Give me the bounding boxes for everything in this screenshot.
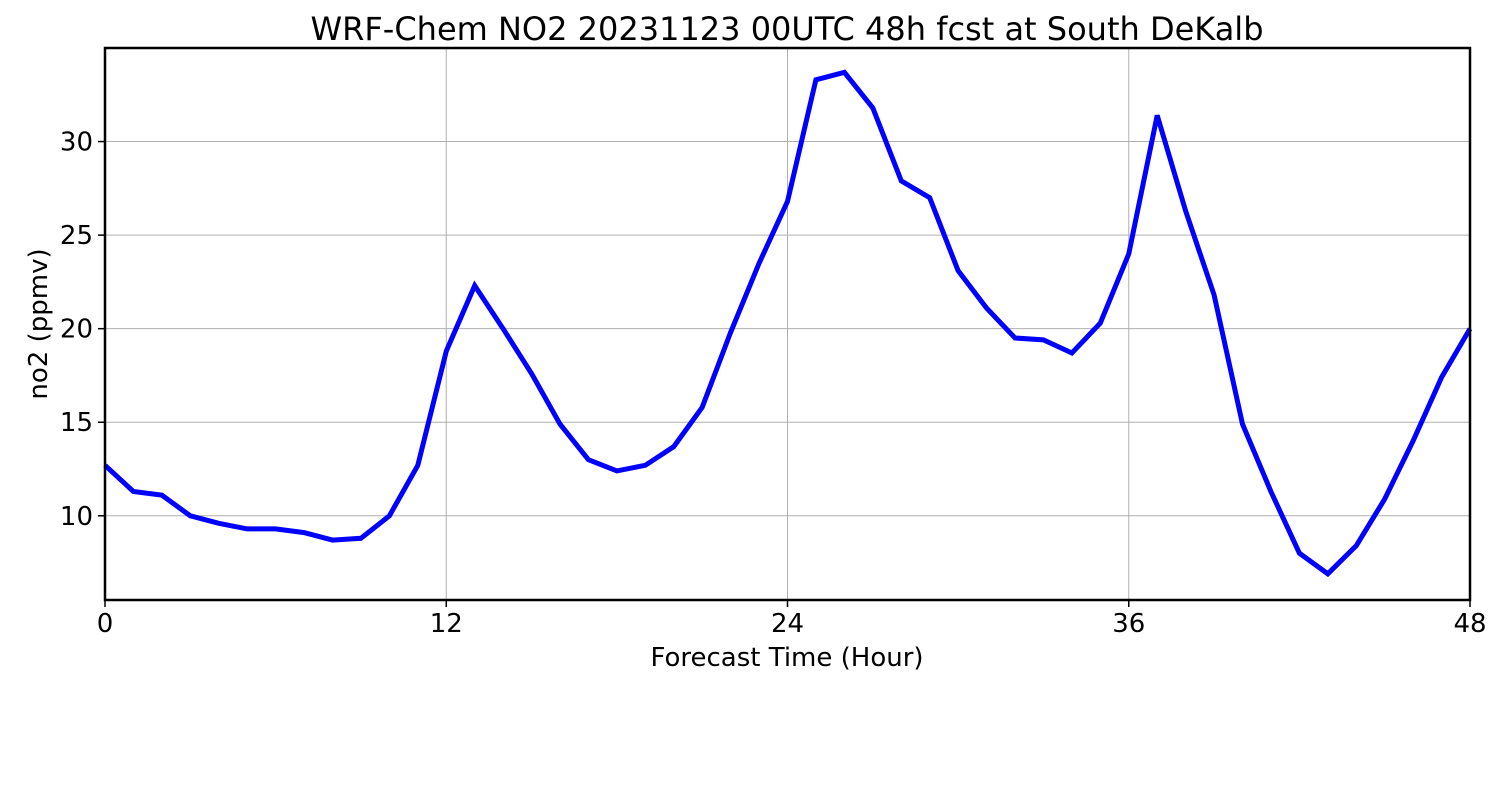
chart-title: WRF-Chem NO2 20231123 00UTC 48h fcst at … [311, 10, 1264, 48]
data-point [501, 326, 506, 331]
data-point [415, 463, 420, 468]
data-point [728, 330, 733, 335]
y-tick-label: 30 [60, 128, 93, 158]
data-point [1098, 321, 1103, 326]
data-point [1297, 551, 1302, 556]
data-point [1439, 375, 1444, 380]
data-point [529, 371, 534, 376]
y-tick-label: 20 [60, 315, 93, 345]
data-point [1069, 351, 1074, 356]
data-point [1268, 489, 1273, 494]
data-point [671, 444, 676, 449]
data-point [330, 538, 335, 543]
data-point [757, 261, 762, 266]
data-point [131, 489, 136, 494]
x-tick-label: 0 [97, 609, 114, 639]
data-point [273, 526, 278, 531]
data-point [1041, 337, 1046, 342]
data-point [643, 463, 648, 468]
data-point [984, 306, 989, 311]
y-tick-label: 15 [60, 408, 93, 438]
data-point [1382, 497, 1387, 502]
data-point [785, 199, 790, 204]
data-point [1354, 543, 1359, 548]
data-point [1212, 293, 1217, 298]
data-point [1183, 208, 1188, 213]
data-point [159, 493, 164, 498]
data-point [216, 521, 221, 526]
data-point [899, 178, 904, 183]
data-point [558, 422, 563, 427]
data-point [358, 536, 363, 541]
data-point [1240, 422, 1245, 427]
y-tick-label: 10 [60, 502, 93, 532]
data-point [444, 349, 449, 354]
data-point [1411, 438, 1416, 443]
data-point [700, 405, 705, 410]
data-point [188, 513, 193, 518]
data-point [586, 457, 591, 462]
data-point [870, 105, 875, 110]
data-point [1126, 251, 1131, 256]
x-tick-label: 36 [1112, 609, 1145, 639]
data-point [1325, 571, 1330, 576]
data-point [387, 513, 392, 518]
data-point [956, 268, 961, 273]
x-tick-label: 12 [430, 609, 463, 639]
data-point [842, 70, 847, 75]
data-point [614, 468, 619, 473]
x-tick-label: 48 [1453, 609, 1486, 639]
grid [104, 48, 1471, 600]
y-tick-label: 25 [60, 221, 93, 251]
data-point [813, 77, 818, 82]
data-point [302, 530, 307, 535]
y-axis-label: no2 (ppmv) [24, 248, 54, 399]
data-point [927, 195, 932, 200]
data-point [1155, 113, 1160, 118]
series-line [103, 69, 1473, 578]
axis-ticks: 0 12 24 36 48 10 15 20 25 30 [60, 128, 1487, 639]
data-point [472, 283, 477, 288]
x-tick-label: 24 [771, 609, 804, 639]
series-group [103, 69, 1473, 578]
x-axis-label: Forecast Time (Hour) [650, 643, 923, 673]
data-point [245, 526, 250, 531]
data-point [1013, 336, 1018, 341]
